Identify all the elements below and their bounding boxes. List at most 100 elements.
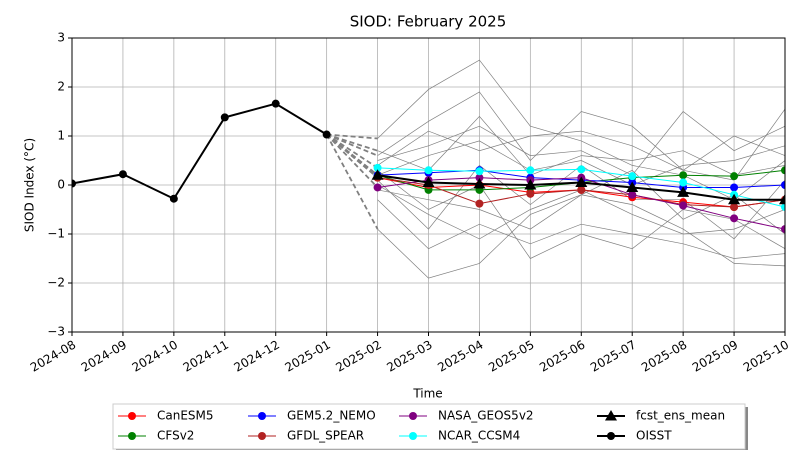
legend-marker	[605, 410, 617, 421]
marker	[679, 201, 688, 210]
marker	[677, 186, 690, 197]
marker	[271, 99, 280, 108]
marker	[779, 193, 785, 205]
marker	[575, 176, 588, 188]
legend-label: CFSv2	[157, 429, 194, 443]
marker	[730, 183, 739, 192]
marker	[473, 178, 486, 189]
y-tick-label: −2	[47, 276, 65, 290]
legend-marker	[128, 432, 136, 440]
x-tick-label: 2025-09	[690, 338, 740, 375]
marker	[577, 165, 586, 174]
marker	[679, 178, 688, 187]
member-line	[377, 111, 785, 176]
legend-label: NCAR_CCSM4	[438, 429, 520, 443]
x-tick-label: 2025-08	[639, 338, 689, 375]
marker	[322, 130, 331, 139]
marker	[524, 179, 537, 190]
marker	[628, 172, 637, 181]
y-tick-label: 3	[57, 31, 65, 45]
legend-marker	[258, 432, 266, 440]
member-line	[377, 130, 785, 171]
x-tick-label: 2025-01	[282, 338, 332, 375]
plot-frame	[71, 37, 786, 333]
y-axis-label: SIOD Index (°C)	[23, 138, 37, 232]
connector	[326, 133, 378, 152]
marker	[373, 183, 382, 192]
member-line	[377, 170, 785, 259]
y-tick-label: 1	[57, 129, 65, 143]
connector	[325, 133, 379, 189]
marker	[730, 214, 739, 223]
legend-label: CanESM5	[157, 409, 214, 423]
x-tick-label: 2024-09	[79, 338, 129, 375]
marker	[526, 189, 535, 198]
marker	[781, 225, 785, 234]
y-tick-label: −3	[47, 325, 65, 339]
legend-marker	[409, 412, 417, 420]
x-tick-label: 2024-10	[130, 338, 180, 375]
x-tick-label: 2024-12	[232, 338, 282, 375]
marker	[628, 190, 637, 199]
legend-marker	[409, 432, 417, 440]
connector	[326, 133, 379, 176]
marker	[626, 181, 639, 192]
member-line	[377, 140, 785, 186]
x-tick-label: 2025-06	[537, 338, 587, 375]
x-tick-label: 2025-05	[486, 338, 536, 375]
marker	[475, 199, 484, 208]
x-tick-label: 2024-11	[181, 338, 231, 375]
marker	[371, 169, 384, 180]
marker	[781, 181, 785, 189]
legend-marker	[607, 432, 615, 440]
marker	[422, 176, 435, 188]
member-line	[377, 59, 785, 201]
marker	[730, 203, 739, 212]
marker	[220, 113, 229, 122]
marker	[373, 163, 382, 172]
x-tick-label: 2025-02	[333, 338, 383, 375]
marker	[526, 166, 535, 175]
x-tick-label: 2024-08	[28, 338, 78, 375]
legend-marker	[128, 412, 136, 420]
legend-marker	[258, 412, 266, 420]
member-line	[377, 199, 785, 259]
member-line	[377, 169, 785, 235]
legend-label: OISST	[636, 429, 672, 443]
marker	[475, 173, 484, 182]
legend-box	[112, 403, 746, 450]
legend-label: fcst_ens_mean	[636, 409, 725, 423]
x-tick-label: 2025-10	[741, 338, 791, 375]
legend-label: GFDL_SPEAR	[287, 429, 364, 443]
marker	[475, 167, 484, 176]
x-tick-label: 2025-07	[588, 338, 638, 375]
legend: CanESM5 CFSv2 GEM5.2_NEMO GFDL_SPEAR NASA_GE…	[112, 403, 748, 452]
chart-title: SIOD: February 2025	[350, 13, 507, 31]
y-tick-label: 0	[57, 178, 65, 192]
legend-label: NASA_GEOS5v2	[438, 409, 534, 423]
plot-area	[72, 59, 785, 279]
marker	[781, 166, 785, 175]
series-line	[72, 102, 328, 201]
y-tick-label: 2	[57, 80, 65, 94]
marker	[730, 172, 739, 181]
marker	[72, 179, 76, 188]
marker	[728, 193, 741, 205]
y-tick-label: −1	[47, 227, 65, 241]
marker	[577, 185, 586, 194]
legend-label: GEM5.2_NEMO	[287, 409, 376, 423]
marker	[424, 166, 433, 175]
x-axis-label: Time	[412, 387, 442, 401]
marker	[118, 170, 127, 179]
marker	[679, 171, 688, 180]
connector	[326, 133, 379, 169]
x-tick-label: 2025-03	[384, 338, 434, 375]
marker	[169, 194, 178, 203]
connector	[325, 134, 379, 230]
member-line	[377, 115, 785, 176]
marker	[781, 203, 785, 212]
x-tick-label: 2025-04	[435, 338, 485, 375]
member-line	[377, 91, 785, 181]
